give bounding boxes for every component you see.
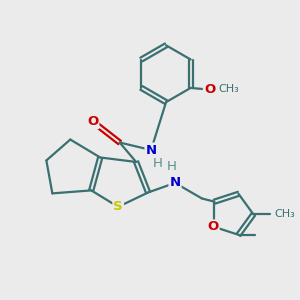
Text: CH₃: CH₃ [274,209,295,219]
Text: O: O [87,115,98,128]
Text: S: S [113,200,123,213]
Text: N: N [146,143,157,157]
Text: CH₃: CH₃ [218,84,239,94]
Text: O: O [207,220,219,233]
Text: H: H [167,160,177,173]
Text: N: N [169,176,181,189]
Text: H: H [153,157,163,170]
Text: O: O [204,83,215,96]
